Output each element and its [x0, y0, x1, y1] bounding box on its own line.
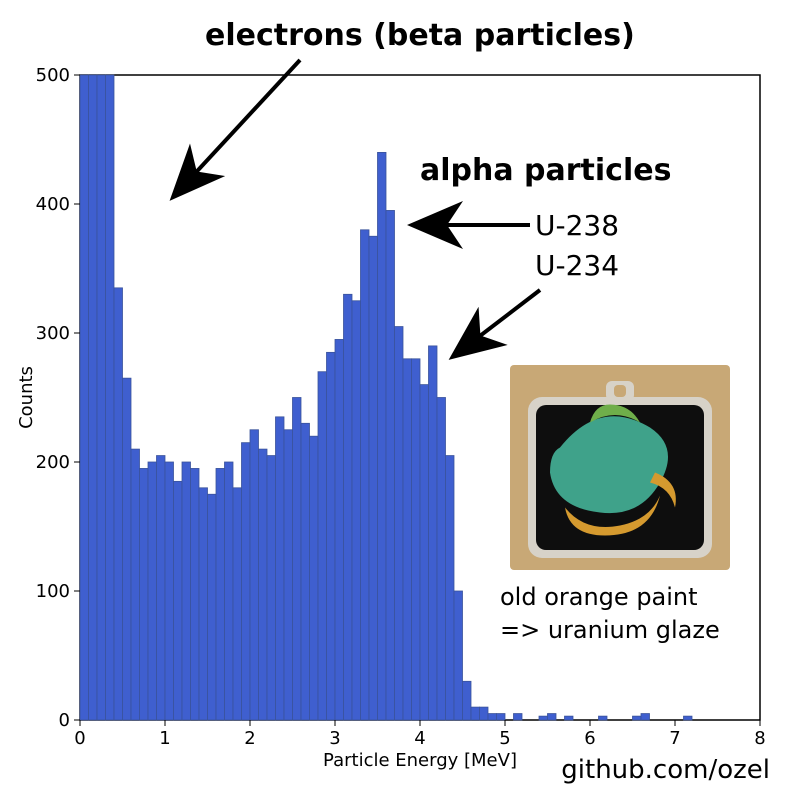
histogram-bar	[420, 385, 429, 720]
histogram-bar	[403, 359, 412, 720]
u238-label: U-238	[535, 209, 619, 242]
histogram-bar	[412, 359, 421, 720]
histogram-bar	[106, 75, 115, 720]
y-axis-ticks: 0 100 200 300 400 500	[36, 65, 80, 731]
histogram-bar	[437, 398, 446, 721]
histogram-bar	[565, 716, 574, 720]
footer-link: github.com/ozel	[561, 755, 770, 785]
histogram-bar	[250, 430, 259, 720]
histogram-bar	[259, 449, 268, 720]
histogram-bar	[148, 462, 157, 720]
histogram-bar	[284, 430, 293, 720]
x-tick-label: 5	[499, 728, 510, 749]
histogram-bar	[310, 436, 319, 720]
chart-svg: 0 1 2 3 4 5 6 7 8 0 100 200 300 400 500 Particle Ener…	[0, 0, 787, 788]
histogram-bar	[480, 707, 489, 720]
histogram-bar	[191, 468, 200, 720]
histogram-bar	[318, 372, 327, 720]
histogram-bar	[395, 327, 404, 720]
histogram-bar	[301, 423, 310, 720]
histogram-bar	[80, 75, 89, 720]
histogram-bar	[429, 346, 438, 720]
histogram-bar	[548, 714, 557, 720]
x-tick-label: 8	[754, 728, 765, 749]
histogram-bar	[267, 456, 276, 720]
histogram-bar	[276, 417, 285, 720]
y-tick-label: 500	[36, 65, 70, 86]
histogram-bar	[369, 236, 378, 720]
histogram-bar	[454, 591, 463, 720]
histogram-bar	[488, 714, 497, 720]
histogram-bar	[344, 294, 353, 720]
histogram-bar	[641, 714, 650, 720]
histogram-bar	[123, 378, 132, 720]
histogram-bar	[599, 716, 608, 720]
histogram-bar	[174, 481, 183, 720]
histogram-bar	[446, 456, 455, 720]
histogram-bar	[633, 716, 642, 720]
y-tick-label: 400	[36, 194, 70, 215]
histogram-bar	[242, 443, 251, 720]
x-tick-label: 7	[669, 728, 680, 749]
histogram-bar	[352, 301, 361, 720]
beta-annotation-title: electrons (beta particles)	[205, 18, 635, 53]
x-tick-label: 3	[329, 728, 340, 749]
histogram-bar	[131, 449, 140, 720]
histogram-bar	[140, 468, 149, 720]
chart-container: 0 1 2 3 4 5 6 7 8 0 100 200 300 400 500 Particle Ener…	[0, 0, 787, 788]
histogram-bar	[539, 716, 548, 720]
histogram-bar	[157, 456, 166, 720]
histogram-bar	[216, 468, 225, 720]
beta-arrow	[175, 60, 300, 195]
y-axis-label: Counts	[16, 366, 37, 429]
histogram-bar	[233, 488, 242, 720]
histogram-bar	[225, 462, 234, 720]
histogram-bar	[361, 230, 370, 720]
y-tick-label: 0	[59, 710, 70, 731]
histogram-bar	[327, 352, 336, 720]
histogram-bar	[199, 488, 208, 720]
histogram-bar	[165, 462, 174, 720]
histogram-bar	[386, 210, 395, 720]
x-tick-label: 6	[584, 728, 595, 749]
histogram-bar	[293, 398, 302, 721]
histogram-bar	[208, 494, 217, 720]
histogram-bar	[335, 339, 344, 720]
sample-photo	[510, 365, 730, 570]
x-axis-label: Particle Energy [MeV]	[323, 750, 517, 771]
histogram-bar	[471, 707, 480, 720]
x-axis-ticks: 0 1 2 3 4 5 6 7 8	[74, 720, 765, 749]
x-tick-label: 2	[244, 728, 255, 749]
histogram-bar	[378, 152, 387, 720]
x-tick-label: 1	[159, 728, 170, 749]
y-tick-label: 200	[36, 452, 70, 473]
u234-label: U-234	[535, 249, 619, 282]
histogram-bar	[463, 681, 472, 720]
histogram-bar	[514, 714, 523, 720]
caption-line1: old orange paint	[500, 583, 698, 611]
caption-line2: => uranium glaze	[500, 616, 720, 644]
y-tick-label: 300	[36, 323, 70, 344]
histogram-bar	[182, 462, 191, 720]
histogram-bar	[97, 75, 106, 720]
y-tick-label: 100	[36, 581, 70, 602]
x-tick-label: 0	[74, 728, 85, 749]
histogram-bar	[114, 288, 123, 720]
u234-arrow	[455, 290, 540, 355]
histogram-bar	[684, 716, 693, 720]
x-tick-label: 4	[414, 728, 425, 749]
histogram-bar	[497, 714, 506, 720]
alpha-annotation-title: alpha particles	[420, 153, 671, 188]
histogram-bar	[89, 75, 98, 720]
